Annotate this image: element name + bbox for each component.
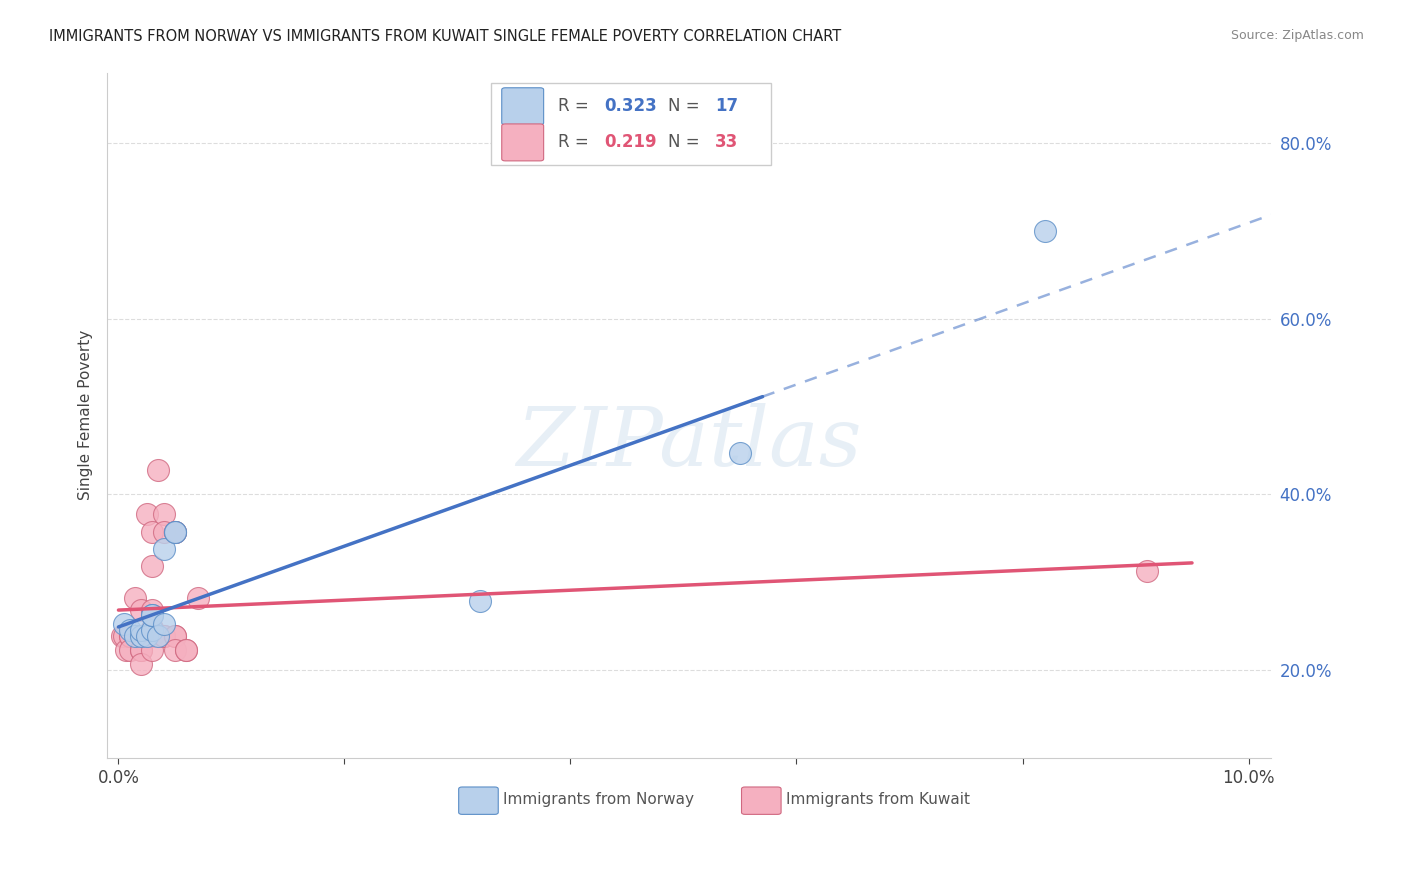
Text: ZIPatlas: ZIPatlas (516, 402, 862, 483)
Point (118, 629, 141, 643)
Point (118, 629, 141, 643)
Point (141, 643, 163, 657)
Point (152, 541, 174, 556)
Point (141, 608, 163, 623)
Text: Source: ZipAtlas.com: Source: ZipAtlas.com (1230, 29, 1364, 42)
Point (141, 608, 163, 623)
Point (141, 624, 163, 638)
Point (163, 643, 186, 657)
Point (152, 507, 174, 521)
FancyBboxPatch shape (491, 83, 770, 165)
Text: R =: R = (558, 134, 593, 152)
Point (146, 629, 169, 643)
Point (129, 657, 152, 671)
Point (187, 591, 209, 605)
Text: Immigrants from Norway: Immigrants from Norway (503, 792, 695, 807)
Text: R =: R = (558, 97, 593, 115)
Point (163, 629, 186, 643)
Point (115, 643, 138, 657)
Point (163, 524, 186, 539)
Text: 0.323: 0.323 (605, 97, 657, 115)
Point (129, 603, 152, 617)
Point (112, 617, 135, 632)
Y-axis label: Single Female Poverty: Single Female Poverty (79, 330, 93, 500)
Point (141, 524, 163, 539)
Point (174, 643, 197, 657)
Point (111, 629, 134, 643)
Point (163, 629, 186, 643)
Point (118, 643, 141, 657)
Text: N =: N = (668, 134, 704, 152)
Point (118, 624, 141, 638)
Point (152, 617, 174, 632)
Point (152, 629, 174, 643)
Text: Immigrants from Kuwait: Immigrants from Kuwait (786, 792, 970, 807)
Point (1136, 565, 1159, 579)
Point (174, 643, 197, 657)
Point (135, 629, 157, 643)
Point (124, 629, 146, 643)
Point (112, 629, 135, 643)
Point (129, 629, 152, 643)
Text: N =: N = (668, 97, 704, 115)
Point (141, 621, 163, 635)
Point (129, 643, 152, 657)
Point (163, 524, 186, 539)
Point (152, 629, 174, 643)
Point (129, 643, 152, 657)
Point (152, 524, 174, 539)
Text: 33: 33 (714, 134, 738, 152)
Text: IMMIGRANTS FROM NORWAY VS IMMIGRANTS FROM KUWAIT SINGLE FEMALE POVERTY CORRELATI: IMMIGRANTS FROM NORWAY VS IMMIGRANTS FRO… (49, 29, 841, 44)
Point (141, 629, 163, 643)
FancyBboxPatch shape (741, 787, 782, 814)
Point (1033, 224, 1056, 238)
Point (141, 603, 163, 617)
FancyBboxPatch shape (502, 87, 544, 125)
Point (163, 524, 186, 539)
FancyBboxPatch shape (502, 124, 544, 161)
Point (141, 559, 163, 574)
Point (129, 624, 152, 638)
FancyBboxPatch shape (458, 787, 498, 814)
Point (728, 446, 751, 460)
Point (135, 507, 157, 521)
Point (163, 524, 186, 539)
Point (468, 594, 491, 608)
Text: 17: 17 (714, 97, 738, 115)
Point (146, 463, 169, 477)
Point (124, 591, 146, 605)
Point (129, 629, 152, 643)
Text: 0.219: 0.219 (605, 134, 657, 152)
